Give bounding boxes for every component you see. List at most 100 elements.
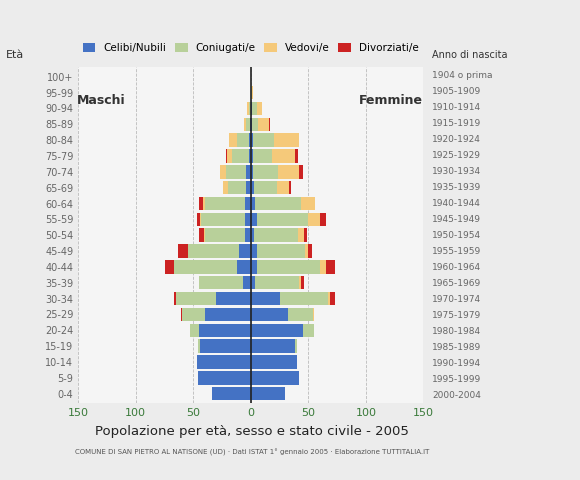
Bar [174, 260, 251, 274]
Bar [251, 387, 285, 400]
Bar [245, 213, 251, 226]
Text: 2000-2004: 2000-2004 [432, 391, 481, 400]
Bar [251, 197, 302, 210]
Bar [212, 387, 251, 400]
Bar [251, 387, 285, 400]
Bar [229, 133, 251, 147]
Bar [251, 197, 255, 210]
Bar [198, 371, 251, 384]
Text: 1940-1944: 1940-1944 [432, 199, 481, 208]
Bar [245, 197, 251, 210]
Bar [251, 102, 262, 115]
Text: 1935-1939: 1935-1939 [432, 183, 481, 192]
Text: COMUNE DI SAN PIETRO AL NATISONE (UD) · Dati ISTAT 1° gennaio 2005 · Elaborazion: COMUNE DI SAN PIETRO AL NATISONE (UD) · … [75, 449, 429, 456]
Bar [251, 165, 278, 179]
Bar [190, 324, 251, 337]
Text: Età: Età [6, 50, 24, 60]
Bar [200, 339, 251, 353]
Bar [251, 276, 304, 289]
Text: Femmine: Femmine [359, 94, 423, 108]
Bar [251, 339, 297, 353]
Bar [190, 324, 251, 337]
Bar [251, 118, 270, 131]
Text: Maschi: Maschi [77, 94, 126, 108]
Bar [198, 339, 251, 353]
Text: 1905-1909: 1905-1909 [432, 87, 481, 96]
Text: 1950-1954: 1950-1954 [432, 231, 481, 240]
Bar [229, 133, 251, 147]
Bar [233, 149, 251, 163]
Bar [251, 324, 303, 337]
Bar [249, 102, 251, 115]
Bar [199, 228, 251, 242]
Bar [251, 244, 309, 258]
Bar [248, 102, 251, 115]
Bar [202, 197, 251, 210]
Bar [251, 292, 330, 305]
Bar [251, 371, 299, 384]
Bar [251, 244, 256, 258]
Bar [199, 276, 251, 289]
Bar [251, 292, 280, 305]
Text: 1970-1974: 1970-1974 [432, 295, 481, 304]
Bar [181, 308, 251, 321]
Text: 1945-1949: 1945-1949 [432, 215, 481, 224]
Bar [226, 149, 251, 163]
Bar [251, 102, 252, 115]
Bar [251, 339, 297, 353]
Bar [251, 260, 335, 274]
Bar [251, 118, 269, 131]
Bar [251, 181, 289, 194]
Bar [251, 244, 312, 258]
Bar [198, 339, 251, 353]
Bar [251, 387, 285, 400]
Bar [251, 197, 316, 210]
Bar [187, 244, 251, 258]
Text: 1915-1919: 1915-1919 [432, 119, 481, 128]
Bar [251, 324, 314, 337]
Bar [251, 387, 285, 400]
Bar [182, 308, 251, 321]
Bar [198, 371, 251, 384]
Text: 1990-1994: 1990-1994 [432, 359, 481, 368]
Bar [251, 371, 299, 384]
Bar [251, 181, 277, 194]
Bar [251, 133, 253, 147]
Bar [182, 308, 251, 321]
Bar [197, 355, 251, 369]
Bar [199, 276, 251, 289]
Bar [223, 181, 251, 194]
Bar [187, 244, 251, 258]
Bar [251, 244, 305, 258]
Bar [251, 308, 288, 321]
Text: Anno di nascita: Anno di nascita [432, 50, 508, 60]
Bar [246, 181, 251, 194]
Bar [251, 149, 253, 163]
Bar [251, 197, 316, 210]
Text: 1920-1924: 1920-1924 [432, 135, 481, 144]
Bar [251, 339, 297, 353]
Bar [205, 308, 251, 321]
Bar [251, 133, 274, 147]
Bar [251, 213, 309, 226]
Bar [228, 181, 251, 194]
Bar [198, 371, 251, 384]
Bar [197, 355, 251, 369]
Bar [251, 86, 252, 99]
Bar [251, 133, 299, 147]
Bar [240, 244, 251, 258]
Bar [248, 102, 251, 115]
Bar [251, 213, 256, 226]
Bar [197, 355, 251, 369]
Bar [201, 213, 251, 226]
Bar [251, 86, 253, 99]
Bar [251, 133, 299, 147]
Bar [251, 339, 295, 353]
Bar [251, 165, 253, 179]
Bar [251, 276, 299, 289]
Bar [197, 355, 251, 369]
Bar [212, 387, 251, 400]
Text: 1995-1999: 1995-1999 [432, 375, 481, 384]
Bar [212, 387, 251, 400]
Bar [198, 371, 251, 384]
